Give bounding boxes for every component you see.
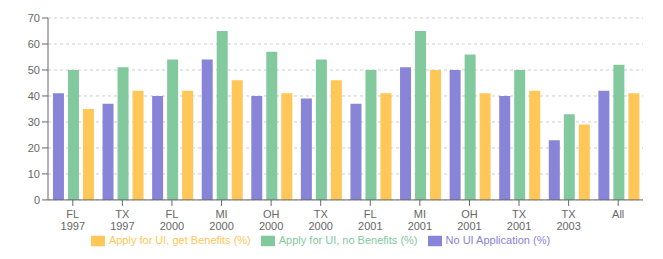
svg-text:40: 40 <box>28 90 40 102</box>
svg-text:10: 10 <box>28 168 40 180</box>
svg-text:50: 50 <box>28 64 40 76</box>
svg-text:OH2000: OH2000 <box>259 208 283 232</box>
svg-text:0: 0 <box>34 194 40 206</box>
svg-text:OH2001: OH2001 <box>457 208 481 232</box>
svg-text:All: All <box>612 208 624 220</box>
svg-text:TX1997: TX1997 <box>110 208 134 232</box>
svg-text:MI2000: MI2000 <box>209 208 233 232</box>
svg-text:FL2001: FL2001 <box>358 208 382 232</box>
html-text:Apply for UI, no Benefits (%): Apply for UI, no Benefits (%) <box>278 233 418 246</box>
svg-text:TX2001: TX2001 <box>507 208 531 232</box>
svg-text:MI2001: MI2001 <box>408 208 432 232</box>
svg-text:FL1997: FL1997 <box>61 208 85 232</box>
svg-text:TX2003: TX2003 <box>556 208 580 232</box>
svg-text:FL2000: FL2000 <box>160 208 184 232</box>
svg-text:70: 70 <box>28 12 40 24</box>
svg-text:20: 20 <box>28 142 40 154</box>
svg-text:30: 30 <box>28 116 40 128</box>
html-text:Apply for UI, get Benefits (%): Apply for UI, get Benefits (%) <box>108 233 251 246</box>
svg-text:TX2000: TX2000 <box>308 208 332 232</box>
svg-text:60: 60 <box>28 38 40 50</box>
html-text:No UI Application (%): No UI Application (%) <box>445 233 551 246</box>
